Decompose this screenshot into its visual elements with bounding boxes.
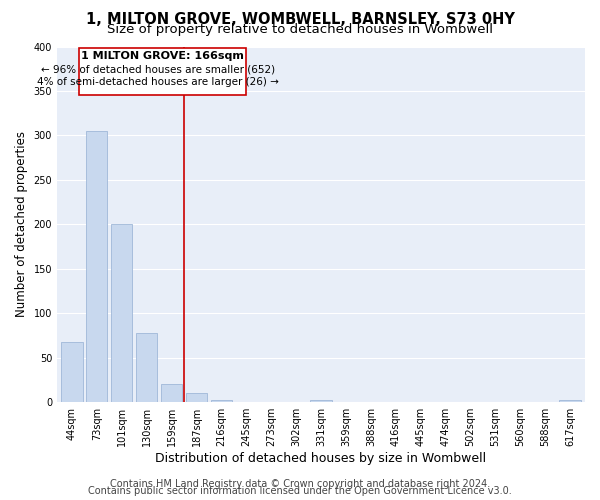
Text: Contains HM Land Registry data © Crown copyright and database right 2024.: Contains HM Land Registry data © Crown c…	[110, 479, 490, 489]
Text: 1 MILTON GROVE: 166sqm: 1 MILTON GROVE: 166sqm	[82, 52, 244, 62]
Text: Size of property relative to detached houses in Wombwell: Size of property relative to detached ho…	[107, 22, 493, 36]
Bar	[186, 394, 207, 402]
FancyBboxPatch shape	[79, 48, 247, 96]
Bar	[211, 400, 232, 402]
Bar	[111, 224, 133, 402]
Bar	[136, 333, 157, 402]
X-axis label: Distribution of detached houses by size in Wombwell: Distribution of detached houses by size …	[155, 452, 487, 465]
Text: Contains public sector information licensed under the Open Government Licence v3: Contains public sector information licen…	[88, 486, 512, 496]
Bar	[161, 384, 182, 402]
Y-axis label: Number of detached properties: Number of detached properties	[15, 132, 28, 318]
Text: 4% of semi-detached houses are larger (26) →: 4% of semi-detached houses are larger (2…	[37, 77, 279, 87]
Text: ← 96% of detached houses are smaller (652): ← 96% of detached houses are smaller (65…	[41, 64, 275, 74]
Bar	[61, 342, 83, 402]
Bar	[86, 131, 107, 402]
Bar	[559, 400, 581, 402]
Text: 1, MILTON GROVE, WOMBWELL, BARNSLEY, S73 0HY: 1, MILTON GROVE, WOMBWELL, BARNSLEY, S73…	[86, 12, 514, 28]
Bar	[310, 400, 332, 402]
